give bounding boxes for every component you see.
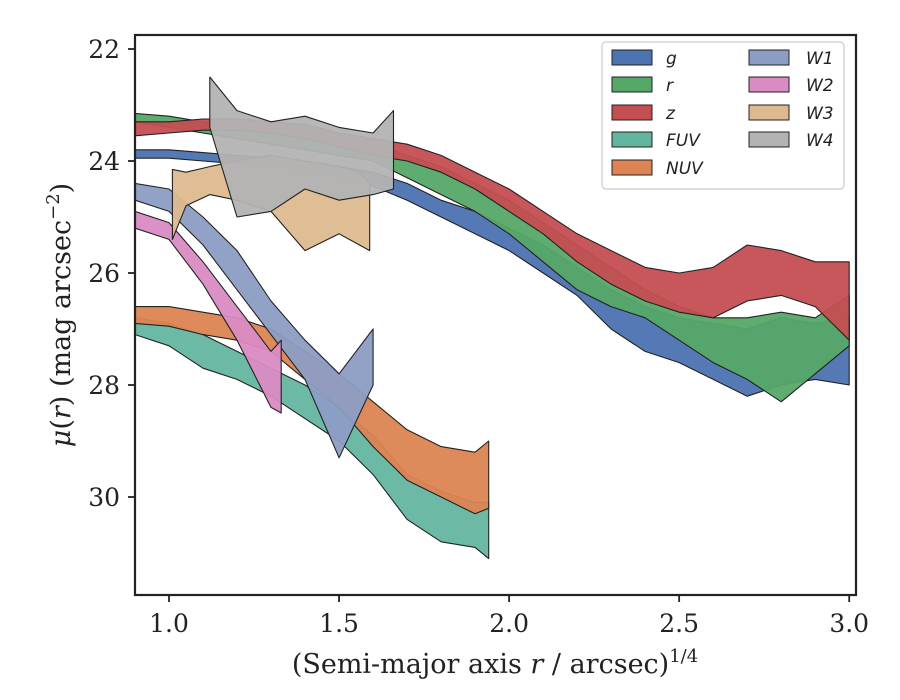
x-tick-label: 3.0 (829, 609, 869, 638)
x-tick-label: 2.5 (659, 609, 699, 638)
y-tick-label: 28 (88, 371, 120, 400)
y-tick-label: 24 (88, 147, 120, 176)
legend-swatch-g (611, 49, 653, 66)
x-tick-label: 2.0 (489, 609, 529, 638)
legend-swatch-nuv (611, 159, 653, 176)
legend-label-w3: W3 (806, 104, 834, 124)
legend-label-fuv: FUV (666, 131, 701, 151)
legend-swatch-w2 (748, 76, 790, 93)
legend-swatch-w1 (748, 49, 790, 66)
y-tick-label: 26 (88, 259, 120, 288)
legend-label-nuv: NUV (666, 159, 704, 179)
legend-swatch-fuv (611, 131, 653, 148)
y-axis-label: μ(r) (mag arcsec−2) (43, 183, 77, 447)
legend: grz FUV NUV W1 W2 W3 W4 (601, 41, 845, 190)
y-tick-label: 22 (88, 35, 120, 64)
legend-swatch-z (611, 104, 653, 121)
legend-label-r: r (666, 76, 674, 96)
legend-label-z: z (665, 104, 676, 124)
y-tick-label: 30 (88, 483, 120, 512)
legend-swatch-w4 (748, 131, 790, 148)
x-axis-ticks: 1.0 1.5 2.0 2.5 3.0 (149, 595, 869, 638)
legend-swatch-w3 (748, 104, 790, 121)
legend-label-w1: W1 (806, 49, 834, 69)
band-w4 (209, 76, 395, 218)
x-tick-label: 1.5 (319, 609, 359, 638)
y-axis-ticks: 22 24 26 28 30 (88, 35, 135, 512)
legend-swatch-r (611, 76, 653, 93)
x-axis-label: (Semi-major axis r / arcsec)1/4 (292, 646, 698, 680)
series-bands (135, 76, 850, 560)
band-w1 (135, 182, 374, 459)
legend-label-w2: W2 (806, 76, 834, 96)
legend-label-g: g (666, 49, 677, 69)
band-w2 (135, 210, 282, 414)
x-tick-label: 1.0 (149, 609, 189, 638)
plot-frame (133, 33, 858, 597)
legend-label-w4: W4 (806, 131, 834, 151)
